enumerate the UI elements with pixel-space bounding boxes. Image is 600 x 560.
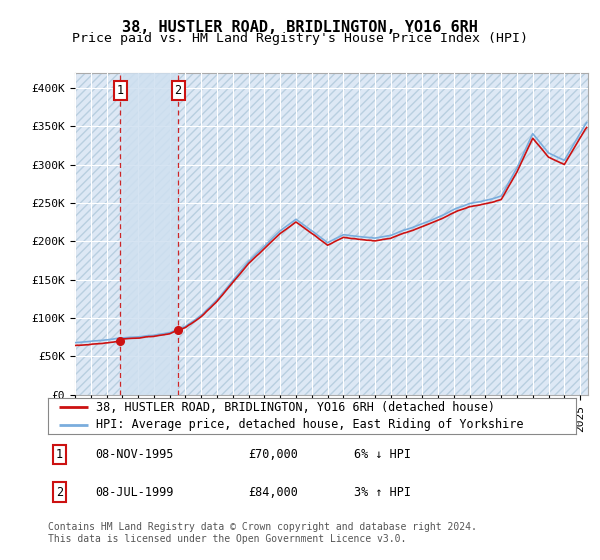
Text: 1: 1: [116, 84, 124, 97]
Text: 38, HUSTLER ROAD, BRIDLINGTON, YO16 6RH (detached house): 38, HUSTLER ROAD, BRIDLINGTON, YO16 6RH …: [95, 400, 494, 414]
Bar: [120, 73, 178, 395]
Text: £70,000: £70,000: [248, 448, 299, 461]
Text: Price paid vs. HM Land Registry's House Price Index (HPI): Price paid vs. HM Land Registry's House …: [72, 32, 528, 45]
Text: £84,000: £84,000: [248, 486, 299, 498]
Text: 2: 2: [175, 84, 182, 97]
Text: 2: 2: [56, 486, 63, 498]
Text: 3% ↑ HPI: 3% ↑ HPI: [354, 486, 411, 498]
Bar: [75, 73, 588, 395]
Text: 6% ↓ HPI: 6% ↓ HPI: [354, 448, 411, 461]
Text: Contains HM Land Registry data © Crown copyright and database right 2024.
This d: Contains HM Land Registry data © Crown c…: [48, 522, 477, 544]
Text: 08-NOV-1995: 08-NOV-1995: [95, 448, 174, 461]
Text: 1: 1: [56, 448, 63, 461]
Text: HPI: Average price, detached house, East Riding of Yorkshire: HPI: Average price, detached house, East…: [95, 418, 523, 431]
Text: 38, HUSTLER ROAD, BRIDLINGTON, YO16 6RH: 38, HUSTLER ROAD, BRIDLINGTON, YO16 6RH: [122, 20, 478, 35]
Text: 08-JUL-1999: 08-JUL-1999: [95, 486, 174, 498]
